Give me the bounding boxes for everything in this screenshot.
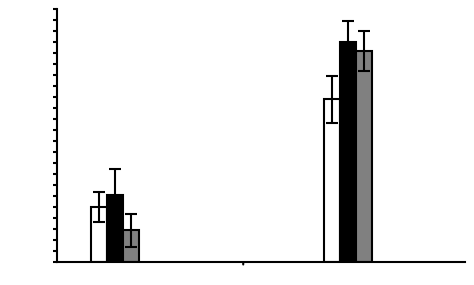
Bar [107,195,123,262]
Bar [324,99,340,262]
Bar [123,231,139,262]
Bar [91,207,107,262]
Bar [340,42,356,262]
Bar [356,51,373,262]
